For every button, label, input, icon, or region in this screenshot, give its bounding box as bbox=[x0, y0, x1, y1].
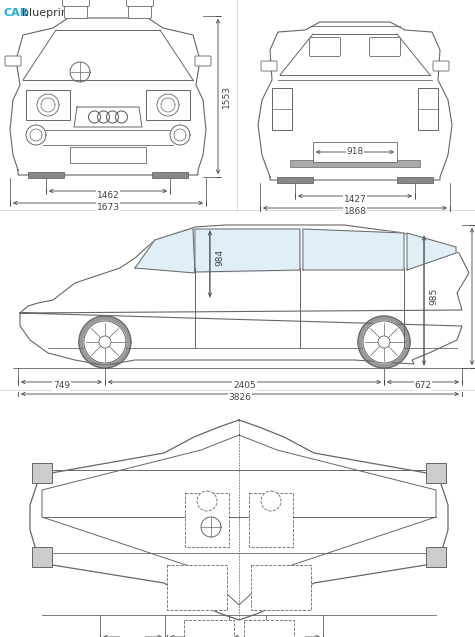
Text: 1553: 1553 bbox=[222, 85, 231, 108]
Text: 1868: 1868 bbox=[343, 208, 367, 217]
Bar bbox=[26, 90, 70, 120]
FancyBboxPatch shape bbox=[370, 38, 400, 57]
Circle shape bbox=[99, 336, 111, 348]
FancyBboxPatch shape bbox=[433, 61, 449, 71]
Bar bbox=[70, 147, 146, 163]
Polygon shape bbox=[258, 22, 452, 180]
Text: 2405: 2405 bbox=[233, 382, 256, 390]
Bar bbox=[152, 172, 188, 178]
Bar bbox=[32, 547, 52, 567]
Bar bbox=[313, 142, 397, 162]
Polygon shape bbox=[407, 233, 456, 270]
Bar bbox=[426, 463, 446, 483]
Polygon shape bbox=[201, 517, 221, 537]
FancyBboxPatch shape bbox=[5, 56, 21, 66]
FancyBboxPatch shape bbox=[195, 56, 211, 66]
Text: CAR: CAR bbox=[4, 8, 29, 18]
Bar bbox=[185, 493, 229, 547]
Text: 749: 749 bbox=[53, 382, 70, 390]
Polygon shape bbox=[358, 316, 410, 368]
FancyBboxPatch shape bbox=[65, 1, 87, 18]
Bar bbox=[146, 90, 190, 120]
Bar bbox=[28, 172, 64, 178]
Polygon shape bbox=[79, 316, 131, 368]
Text: 1427: 1427 bbox=[343, 196, 366, 204]
Polygon shape bbox=[26, 125, 46, 145]
FancyBboxPatch shape bbox=[261, 61, 277, 71]
FancyBboxPatch shape bbox=[63, 0, 89, 6]
Text: 985: 985 bbox=[429, 287, 438, 304]
Bar bbox=[426, 547, 446, 567]
FancyBboxPatch shape bbox=[310, 38, 341, 57]
Bar bbox=[32, 463, 52, 483]
Text: 3826: 3826 bbox=[228, 394, 251, 403]
Bar bbox=[167, 565, 227, 610]
Text: 672: 672 bbox=[415, 382, 432, 390]
Text: 984: 984 bbox=[215, 248, 224, 266]
Polygon shape bbox=[84, 321, 126, 363]
Text: 918: 918 bbox=[346, 148, 364, 157]
Polygon shape bbox=[20, 225, 469, 364]
Bar bbox=[418, 88, 438, 130]
FancyBboxPatch shape bbox=[129, 1, 152, 18]
Polygon shape bbox=[303, 229, 404, 270]
Bar bbox=[184, 620, 234, 637]
Text: blueprints: blueprints bbox=[22, 8, 78, 18]
Bar bbox=[272, 88, 292, 130]
Bar bbox=[397, 177, 433, 183]
Polygon shape bbox=[30, 420, 448, 620]
Bar bbox=[277, 177, 313, 183]
Text: 1462: 1462 bbox=[96, 190, 119, 199]
FancyBboxPatch shape bbox=[126, 0, 153, 6]
Bar bbox=[244, 620, 294, 637]
Polygon shape bbox=[10, 18, 206, 175]
Text: 1673: 1673 bbox=[96, 203, 120, 211]
Polygon shape bbox=[195, 229, 300, 272]
Bar bbox=[249, 493, 293, 547]
Bar bbox=[290, 160, 420, 167]
Bar bbox=[251, 565, 311, 610]
Circle shape bbox=[197, 491, 217, 511]
Circle shape bbox=[378, 336, 390, 348]
Polygon shape bbox=[170, 125, 190, 145]
Circle shape bbox=[261, 491, 281, 511]
Polygon shape bbox=[135, 228, 195, 273]
Polygon shape bbox=[363, 321, 405, 363]
